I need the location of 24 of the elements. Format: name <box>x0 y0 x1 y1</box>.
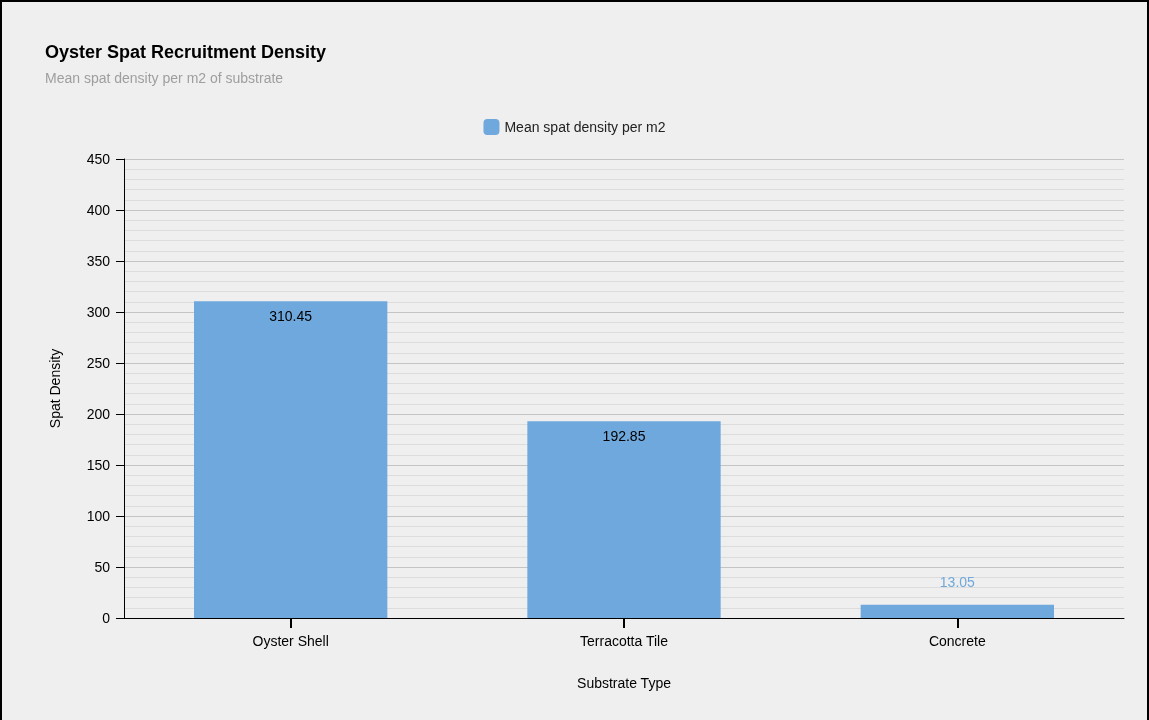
x-axis-title: Substrate Type <box>577 675 672 691</box>
y-tick-label: 150 <box>86 457 111 473</box>
y-tick-label: 0 <box>102 610 111 626</box>
y-tick-label: 200 <box>86 406 111 422</box>
y-tick-label: 100 <box>86 508 111 524</box>
y-tick-label: 300 <box>86 304 111 320</box>
y-tick-label: 50 <box>94 559 111 575</box>
bar <box>194 301 388 618</box>
chart-subtitle: Mean spat density per m2 of substrate <box>45 70 284 86</box>
legend-label: Mean spat density per m2 <box>504 119 666 135</box>
bar <box>527 421 721 618</box>
y-tick-label: 350 <box>86 253 111 269</box>
x-tick-label: Terracotta Tile <box>580 633 669 649</box>
data-label: 13.05 <box>939 573 976 590</box>
y-tick-label: 400 <box>86 202 111 218</box>
data-label: 310.45 <box>269 308 313 325</box>
y-tick-label: 450 <box>86 151 111 167</box>
x-tick-label: Concrete <box>928 633 986 649</box>
data-label: 192.85 <box>602 428 646 445</box>
bar <box>860 604 1054 618</box>
y-axis-title: Spat Density <box>47 348 63 429</box>
y-tick-label: 250 <box>86 355 111 371</box>
chart-title: Oyster Spat Recruitment Density <box>45 42 327 62</box>
x-tick-label: Oyster Shell <box>252 633 329 649</box>
